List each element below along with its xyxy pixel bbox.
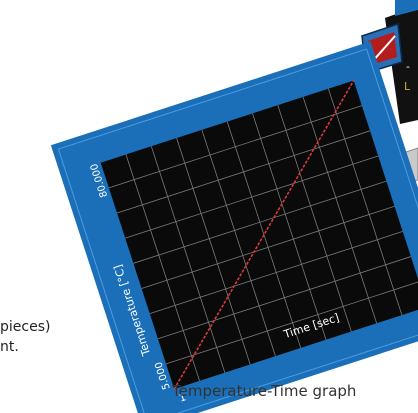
grid-line-horizontal (157, 256, 412, 340)
grid-line-horizontal (149, 231, 403, 314)
series-line (173, 80, 355, 390)
grid-lines (108, 88, 418, 381)
grid-line-vertical (328, 88, 403, 316)
grid-line-horizontal (165, 281, 418, 365)
grid-line-vertical (150, 146, 226, 373)
side-text-line-1: pieces) (0, 319, 51, 335)
x-tick-label: 1 (178, 392, 187, 404)
x-tick-labels: 19( (178, 392, 187, 404)
side-text-line-2: nt. (0, 339, 19, 355)
top-panel-fragment-1: - (406, 60, 410, 73)
chart-frame-inner-border (57, 48, 418, 413)
grid-line-vertical (252, 113, 327, 340)
grid-line-vertical (125, 154, 200, 381)
thumbnail-line (371, 35, 396, 63)
grid-line-horizontal (141, 205, 395, 289)
grid-line-vertical (302, 96, 378, 324)
grid-line-vertical (277, 105, 352, 332)
top-panel-blue-tab (395, 0, 418, 16)
figure-caption: Temperature-Time graph (172, 382, 357, 400)
grid-line-vertical (176, 137, 251, 365)
grid-line-horizontal (116, 130, 371, 214)
grid-line-horizontal (133, 180, 387, 264)
side-text: pieces) nt. (0, 317, 100, 357)
grid-line-vertical (201, 129, 276, 357)
grid-line-horizontal (125, 155, 379, 239)
top-panel-fragment-2: L (404, 80, 411, 93)
grid-line-horizontal (108, 105, 362, 189)
